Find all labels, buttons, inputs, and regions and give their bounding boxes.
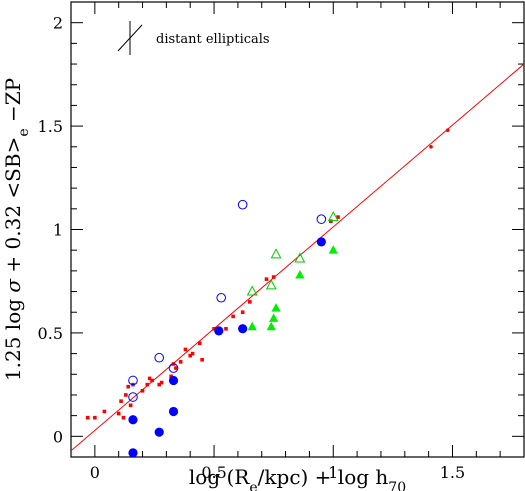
- label-subscript: e: [16, 128, 32, 136]
- data-point-filled-triangle: [247, 321, 257, 331]
- data-point-filled-circle: [238, 324, 248, 334]
- x-tick-label: 1: [328, 463, 338, 482]
- label-subscript: 70: [388, 480, 406, 491]
- data-point-filled-circle: [128, 415, 138, 425]
- data-point-square: [147, 376, 152, 381]
- label-subscript: e: [249, 480, 257, 491]
- y-tick-label: 2: [53, 14, 63, 33]
- data-point-filled-circle: [154, 427, 164, 437]
- data-point-open-circle: [128, 392, 138, 402]
- data-point-square: [159, 380, 164, 385]
- data-point-open-circle: [237, 199, 248, 210]
- data-point-square: [126, 384, 131, 389]
- data-points: [85, 128, 450, 457]
- data-point-filled-triangle: [328, 245, 338, 254]
- data-point-filled-triangle: [295, 270, 305, 279]
- data-point-filled-triangle: [266, 321, 276, 331]
- data-point-square: [271, 275, 276, 279]
- data-point-square: [102, 409, 107, 414]
- data-point-filled-circle: [316, 237, 326, 247]
- data-point-square: [336, 215, 340, 219]
- data-point-open-triangle: [270, 248, 282, 259]
- data-point-square: [124, 393, 128, 397]
- data-point-filled-circle: [128, 448, 138, 457]
- data-point-square: [128, 403, 133, 408]
- axis-ticks: [71, 2, 524, 457]
- data-point-square: [240, 310, 245, 315]
- data-point-filled-triangle: [269, 313, 279, 322]
- tick-labels: 0 0.5 1 1.5 0 0.5 1 1.5 2: [38, 14, 466, 482]
- data-point-open-circle: [128, 375, 138, 386]
- y-axis-label: 1.25 log σ + 0.32 <SB>e −ZP: [1, 78, 32, 381]
- label-part: /kpc) + log h: [258, 465, 389, 489]
- y-tick-label: 0: [53, 427, 63, 446]
- data-point-filled-triangle: [271, 303, 281, 312]
- data-point-square: [178, 360, 183, 364]
- data-point-square: [329, 219, 333, 224]
- label-part: 1.25 log: [1, 293, 25, 382]
- label-part: + 0.32 <SB>: [1, 137, 25, 279]
- data-point-open-circle: [168, 363, 179, 373]
- data-point-filled-circle: [168, 406, 179, 417]
- data-point-open-circle: [154, 352, 165, 363]
- x-tick-label: 0: [90, 463, 100, 482]
- data-point-square: [116, 411, 121, 416]
- x-tick-label: 0.5: [201, 463, 226, 482]
- data-point-open-triangle: [265, 279, 277, 290]
- y-tick-label: 0.5: [38, 324, 63, 343]
- annotation-text: distant ellipticals: [156, 32, 270, 47]
- data-point-square: [212, 326, 216, 331]
- data-point-open-triangle: [246, 285, 258, 296]
- data-point-square: [169, 374, 173, 379]
- data-point-square: [140, 389, 145, 393]
- data-point-square: [264, 277, 269, 281]
- data-point-square: [93, 415, 97, 420]
- data-point-square: [157, 382, 162, 387]
- data-point-square: [190, 351, 195, 356]
- y-tick-label: 1: [53, 221, 63, 240]
- data-point-open-triangle: [294, 252, 306, 263]
- data-point-open-circle: [316, 214, 327, 224]
- data-point-square: [121, 415, 126, 420]
- data-point-square: [183, 347, 188, 352]
- data-point-square: [231, 314, 235, 319]
- x-tick-label: 1.5: [440, 463, 465, 482]
- y-tick-label: 1.5: [38, 117, 63, 136]
- plot-frame: [70, 1, 525, 458]
- annotation-distant-ellipticals: distant ellipticals: [117, 21, 270, 55]
- x-axis-label: log (Re/kpc) + log h70: [189, 465, 406, 491]
- data-point-square: [85, 415, 90, 420]
- data-point-square: [200, 357, 204, 362]
- label-part: log (R: [189, 465, 250, 489]
- data-point-square: [119, 399, 123, 403]
- data-point-open-circle: [216, 292, 227, 303]
- data-point-open-triangle: [327, 211, 339, 222]
- data-point-square: [174, 366, 178, 370]
- data-point-filled-circle: [214, 326, 224, 336]
- label-part: σ: [1, 278, 25, 293]
- data-point-square: [224, 326, 228, 331]
- data-point-dot: [445, 128, 450, 133]
- data-point-dot: [429, 144, 433, 149]
- data-point-filled-circle: [168, 375, 179, 386]
- error-cross-diagonal: [117, 24, 143, 52]
- label-part: −ZP: [1, 78, 25, 128]
- data-point-square: [150, 378, 154, 383]
- data-point-square: [188, 353, 193, 358]
- data-point-square: [197, 341, 202, 346]
- data-point-square: [248, 300, 252, 304]
- data-point-square: [145, 382, 150, 387]
